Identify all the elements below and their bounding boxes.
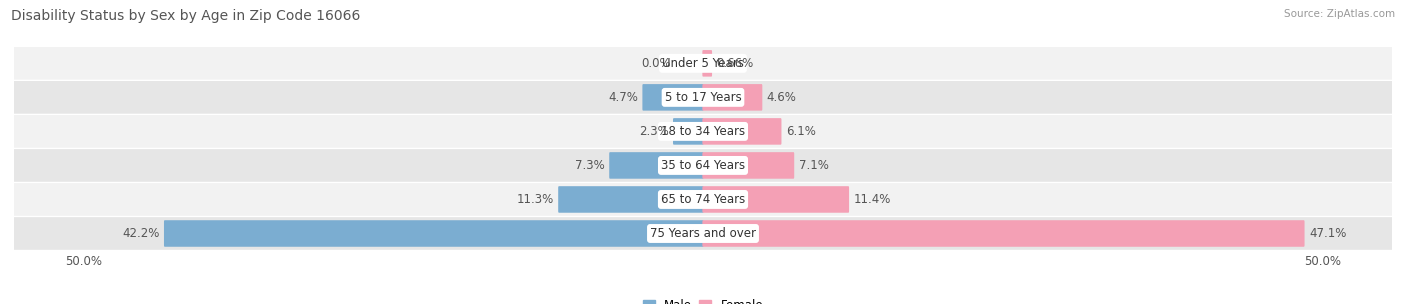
FancyBboxPatch shape <box>703 220 1305 247</box>
FancyBboxPatch shape <box>0 81 1406 114</box>
Text: Disability Status by Sex by Age in Zip Code 16066: Disability Status by Sex by Age in Zip C… <box>11 9 360 23</box>
FancyBboxPatch shape <box>0 115 1406 148</box>
FancyBboxPatch shape <box>673 118 703 145</box>
FancyBboxPatch shape <box>703 118 782 145</box>
Text: 0.66%: 0.66% <box>717 57 754 70</box>
Text: 11.3%: 11.3% <box>516 193 554 206</box>
FancyBboxPatch shape <box>643 84 703 111</box>
FancyBboxPatch shape <box>703 152 794 179</box>
Text: 7.3%: 7.3% <box>575 159 605 172</box>
FancyBboxPatch shape <box>703 186 849 213</box>
FancyBboxPatch shape <box>703 84 762 111</box>
Text: 47.1%: 47.1% <box>1309 227 1347 240</box>
Text: 75 Years and over: 75 Years and over <box>650 227 756 240</box>
FancyBboxPatch shape <box>0 149 1406 182</box>
Text: 11.4%: 11.4% <box>853 193 891 206</box>
FancyBboxPatch shape <box>609 152 703 179</box>
Text: 7.1%: 7.1% <box>799 159 828 172</box>
FancyBboxPatch shape <box>0 217 1406 250</box>
Text: 0.0%: 0.0% <box>641 57 671 70</box>
FancyBboxPatch shape <box>165 220 703 247</box>
Text: 4.7%: 4.7% <box>607 91 638 104</box>
Text: 35 to 64 Years: 35 to 64 Years <box>661 159 745 172</box>
Text: 6.1%: 6.1% <box>786 125 815 138</box>
Text: Under 5 Years: Under 5 Years <box>662 57 744 70</box>
Text: 18 to 34 Years: 18 to 34 Years <box>661 125 745 138</box>
Text: 2.3%: 2.3% <box>638 125 669 138</box>
FancyBboxPatch shape <box>558 186 703 213</box>
Text: 4.6%: 4.6% <box>766 91 797 104</box>
Text: 65 to 74 Years: 65 to 74 Years <box>661 193 745 206</box>
Text: 50.0%: 50.0% <box>1303 255 1341 268</box>
Legend: Male, Female: Male, Female <box>643 299 763 304</box>
Text: 42.2%: 42.2% <box>122 227 159 240</box>
Text: 5 to 17 Years: 5 to 17 Years <box>665 91 741 104</box>
FancyBboxPatch shape <box>0 47 1406 80</box>
FancyBboxPatch shape <box>0 183 1406 216</box>
FancyBboxPatch shape <box>703 50 711 77</box>
Text: Source: ZipAtlas.com: Source: ZipAtlas.com <box>1284 9 1395 19</box>
Text: 50.0%: 50.0% <box>65 255 103 268</box>
